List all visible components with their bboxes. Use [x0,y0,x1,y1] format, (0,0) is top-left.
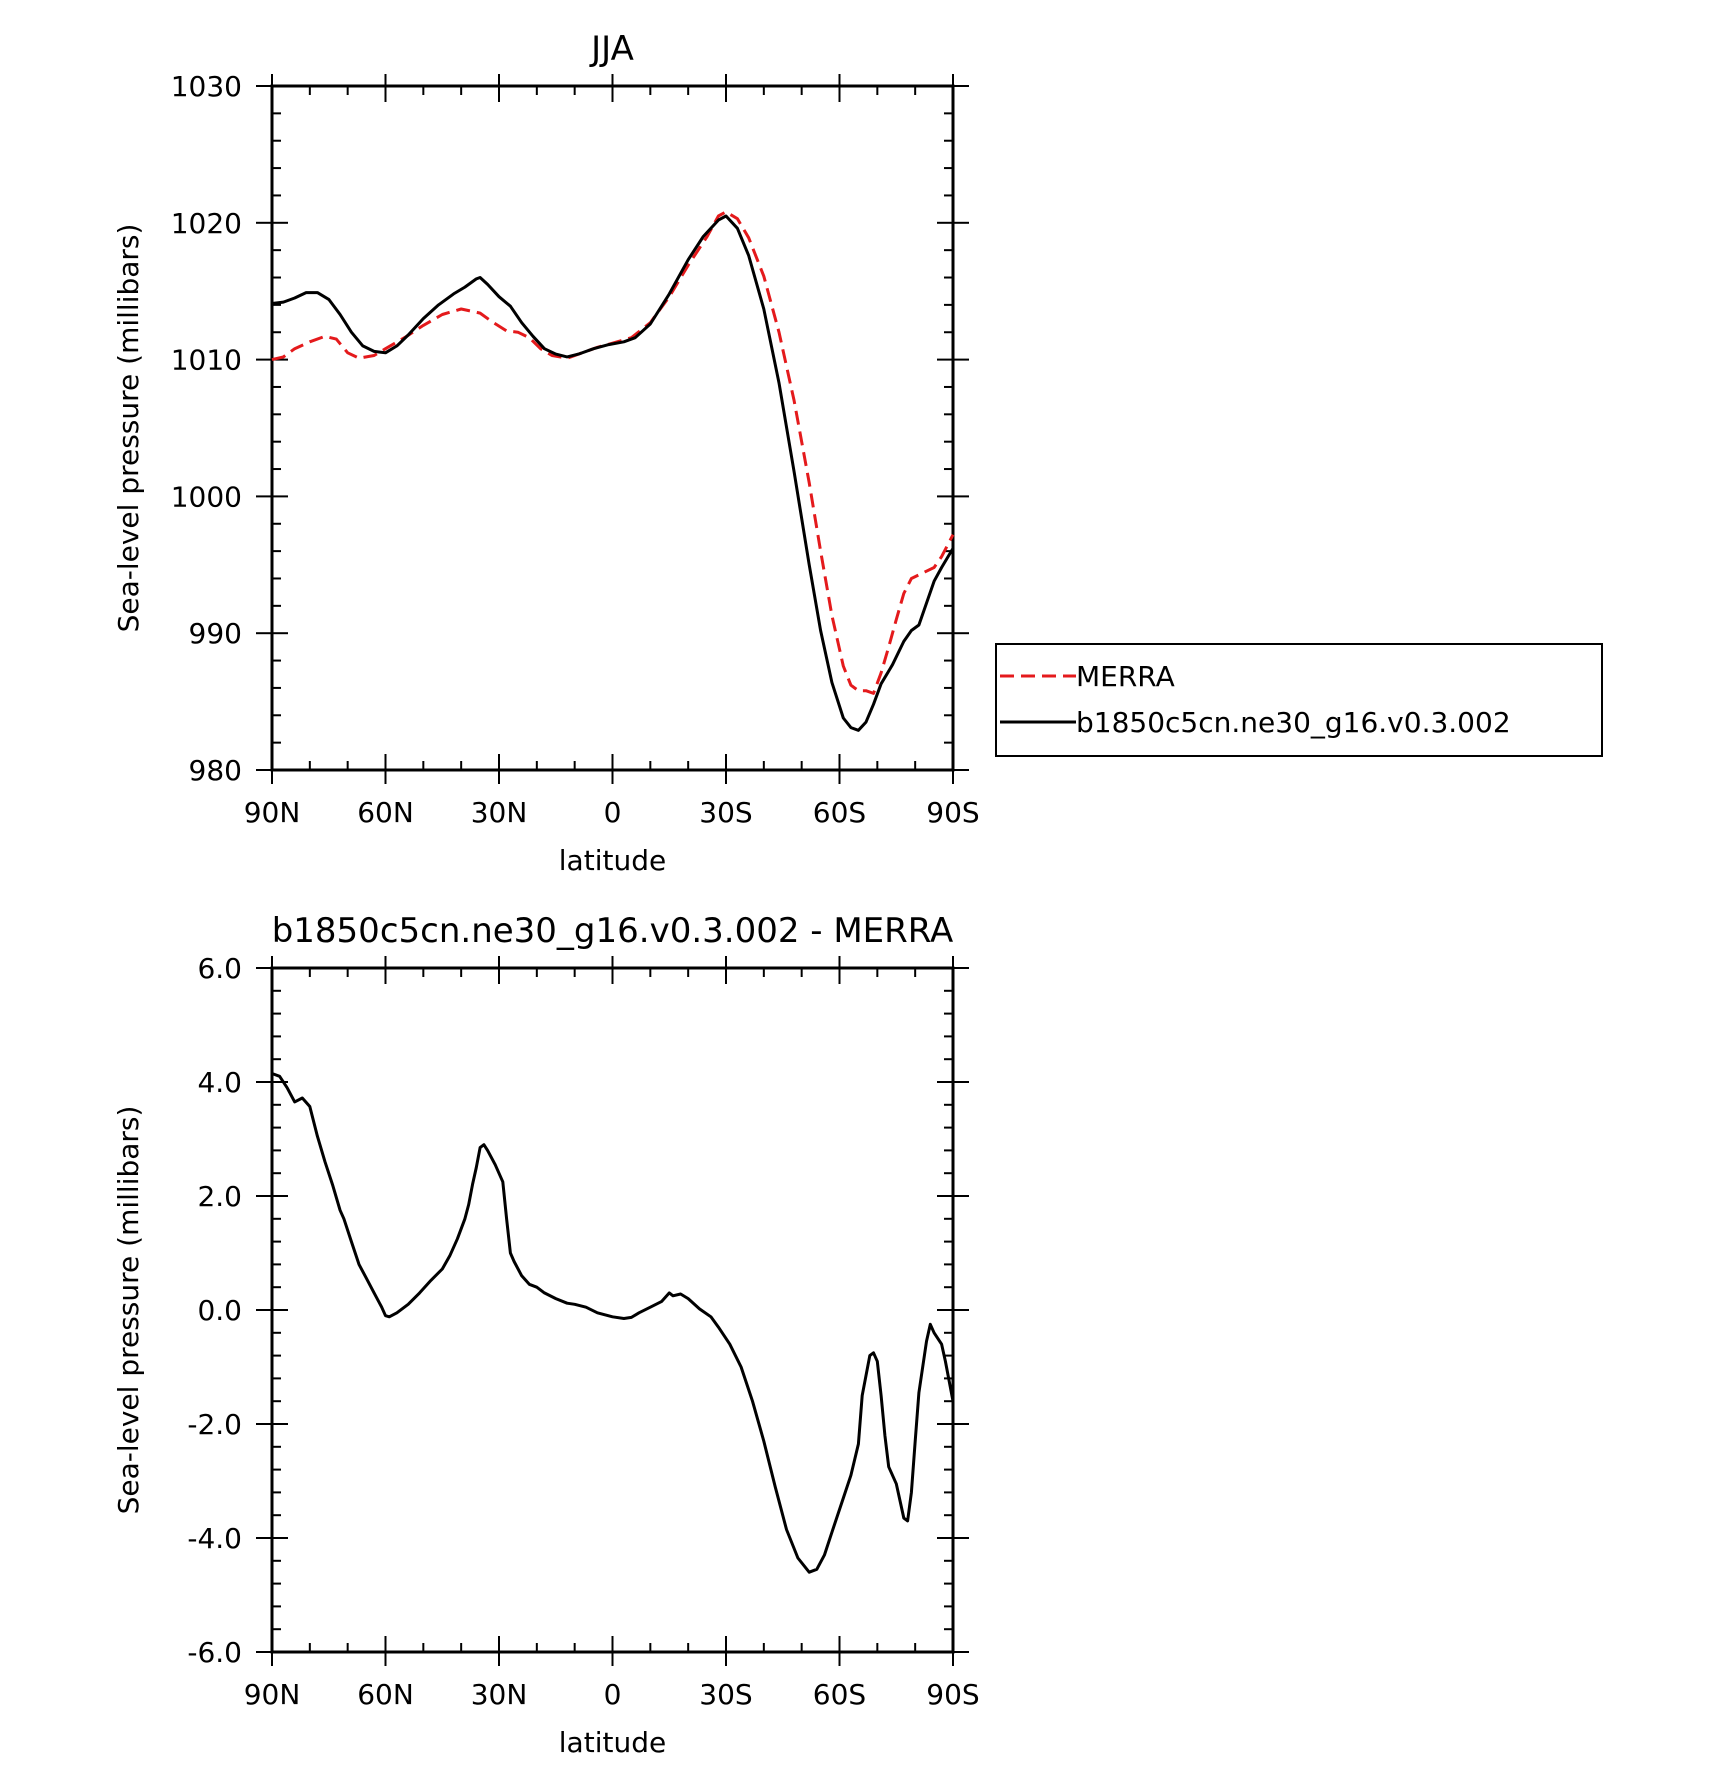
plot-frame [270,84,955,772]
y-tick-label: -4.0 [187,1522,242,1555]
x-tick-label: 60S [813,796,866,829]
x-tick-label: 90N [244,796,301,829]
legend-box [995,643,1603,757]
x-tick-label: 90S [926,1678,979,1711]
x-tick-label: 90S [926,796,979,829]
x-axis-label: latitude [559,1726,666,1759]
chart-legend: MERRA b1850c5cn.ne30_g16.v0.3.002 [995,643,1603,757]
y-tick-label: 990 [189,617,242,650]
model-series-line [271,214,955,732]
x-tick-label: 30N [471,796,528,829]
difference-slp-chart: b1850c5cn.ne30_g16.v0.3.002 - MERRA 90N 60… [112,911,980,1759]
x-tick-label: 60S [813,1678,866,1711]
y-tick-label: 1000 [171,480,242,513]
x-tick-label: 60N [357,796,414,829]
x-tick-label: 90N [244,1678,301,1711]
y-axis-label: Sea-level pressure (millibars) [112,1106,145,1515]
y-tick-label: 4.0 [197,1066,242,1099]
x-tick-label: 60N [357,1678,414,1711]
legend-label: MERRA [1076,660,1175,693]
difference-series-line [271,1072,955,1574]
x-ticks [271,956,954,1666]
chart-title: b1850c5cn.ne30_g16.v0.3.002 - MERRA [272,911,954,951]
x-ticks [271,74,954,784]
plot-frame [270,966,955,1654]
x-tick-label: 30S [699,796,752,829]
x-axis-label: latitude [559,844,666,877]
y-tick-label: -6.0 [187,1636,242,1669]
y-axis-label: Sea-level pressure (millibars) [112,224,145,633]
x-tick-label: 30N [471,1678,528,1711]
chart-title: JJA [589,29,634,69]
x-tick-label: 30S [699,1678,752,1711]
y-tick-label: 1020 [171,207,242,240]
y-tick-label: 2.0 [197,1180,242,1213]
y-tick-label: 980 [189,754,242,787]
y-tick-label: 6.0 [197,952,242,985]
zonal-mean-slp-chart: JJA 90N 60N 30N 0 30S 60S 90S 980 990 1000 1010 1020… [112,29,980,877]
y-tick-label: 0.0 [197,1294,242,1327]
y-tick-label: 1010 [171,344,242,377]
y-tick-label: 1030 [171,70,242,103]
merra-series-line [271,210,955,695]
x-tick-label: 0 [604,796,622,829]
legend-label: b1850c5cn.ne30_g16.v0.3.002 [1076,706,1511,739]
y-ticks [256,967,969,1653]
x-tick-label: 0 [604,1678,622,1711]
y-tick-label: -2.0 [187,1408,242,1441]
y-ticks [256,85,969,771]
